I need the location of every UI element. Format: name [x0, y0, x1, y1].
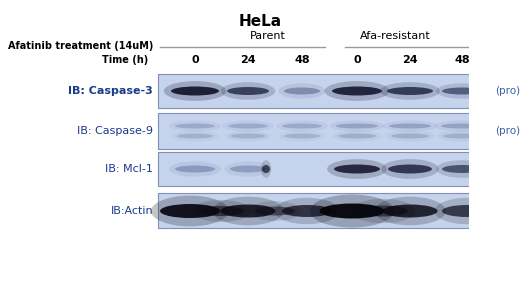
Ellipse shape	[282, 205, 332, 217]
Ellipse shape	[227, 87, 269, 95]
Text: Afatinib treatment (14uM): Afatinib treatment (14uM)	[8, 41, 153, 51]
Ellipse shape	[262, 165, 270, 173]
Ellipse shape	[442, 165, 482, 173]
Ellipse shape	[255, 207, 295, 216]
Ellipse shape	[442, 88, 482, 94]
Ellipse shape	[171, 86, 219, 95]
Ellipse shape	[332, 86, 382, 95]
Ellipse shape	[334, 164, 380, 173]
Ellipse shape	[391, 133, 429, 138]
Ellipse shape	[436, 160, 488, 178]
Ellipse shape	[442, 205, 492, 217]
Ellipse shape	[436, 83, 488, 99]
Ellipse shape	[175, 123, 215, 129]
Ellipse shape	[332, 130, 382, 141]
Ellipse shape	[336, 123, 378, 129]
Ellipse shape	[228, 123, 268, 129]
Text: HeLa: HeLa	[239, 14, 282, 29]
Ellipse shape	[279, 83, 326, 99]
Text: 48: 48	[294, 55, 310, 65]
Ellipse shape	[351, 199, 416, 223]
Ellipse shape	[175, 166, 215, 173]
Ellipse shape	[199, 206, 243, 216]
Text: (pro): (pro)	[495, 86, 520, 96]
Ellipse shape	[225, 161, 271, 177]
Ellipse shape	[381, 159, 439, 179]
Ellipse shape	[380, 82, 440, 100]
Ellipse shape	[389, 123, 431, 129]
Ellipse shape	[386, 130, 435, 141]
Text: 0: 0	[353, 55, 361, 65]
Ellipse shape	[330, 120, 384, 132]
Ellipse shape	[177, 133, 213, 138]
Ellipse shape	[222, 120, 274, 132]
Ellipse shape	[437, 130, 487, 141]
Text: Time (h): Time (h)	[102, 55, 148, 65]
Ellipse shape	[325, 81, 390, 101]
Ellipse shape	[275, 198, 340, 224]
Ellipse shape	[249, 201, 301, 221]
Ellipse shape	[388, 164, 432, 173]
Ellipse shape	[327, 159, 387, 179]
Text: IB: Caspase-3: IB: Caspase-3	[68, 86, 153, 96]
Ellipse shape	[220, 205, 276, 217]
Ellipse shape	[169, 161, 221, 177]
Ellipse shape	[230, 133, 266, 138]
Ellipse shape	[435, 120, 489, 132]
Ellipse shape	[192, 200, 250, 222]
Text: 24: 24	[240, 55, 256, 65]
Text: IB:Actin: IB:Actin	[110, 206, 153, 216]
Ellipse shape	[230, 166, 266, 173]
Ellipse shape	[358, 205, 408, 216]
Ellipse shape	[151, 196, 229, 226]
Ellipse shape	[435, 198, 500, 224]
Text: 0: 0	[191, 55, 199, 65]
Text: (pro): (pro)	[495, 126, 520, 136]
Text: 24: 24	[402, 55, 418, 65]
Ellipse shape	[310, 195, 394, 228]
Ellipse shape	[284, 88, 320, 94]
Ellipse shape	[284, 133, 320, 138]
Text: 48: 48	[454, 55, 470, 65]
Text: Parent: Parent	[250, 31, 286, 41]
Ellipse shape	[169, 120, 221, 132]
Ellipse shape	[374, 197, 446, 225]
Ellipse shape	[383, 120, 437, 132]
Ellipse shape	[261, 160, 271, 178]
Ellipse shape	[160, 204, 220, 218]
Ellipse shape	[443, 133, 481, 138]
Ellipse shape	[164, 81, 226, 101]
Text: IB: Mcl-1: IB: Mcl-1	[105, 164, 153, 174]
Ellipse shape	[276, 120, 328, 132]
Ellipse shape	[212, 197, 284, 225]
Ellipse shape	[319, 204, 384, 219]
Ellipse shape	[221, 82, 275, 100]
Ellipse shape	[441, 123, 483, 129]
Text: IB: Caspase-9: IB: Caspase-9	[77, 126, 153, 136]
Ellipse shape	[338, 133, 376, 138]
Ellipse shape	[387, 87, 433, 95]
Ellipse shape	[382, 205, 438, 217]
Ellipse shape	[282, 123, 322, 129]
Text: Afa-resistant: Afa-resistant	[359, 31, 430, 41]
